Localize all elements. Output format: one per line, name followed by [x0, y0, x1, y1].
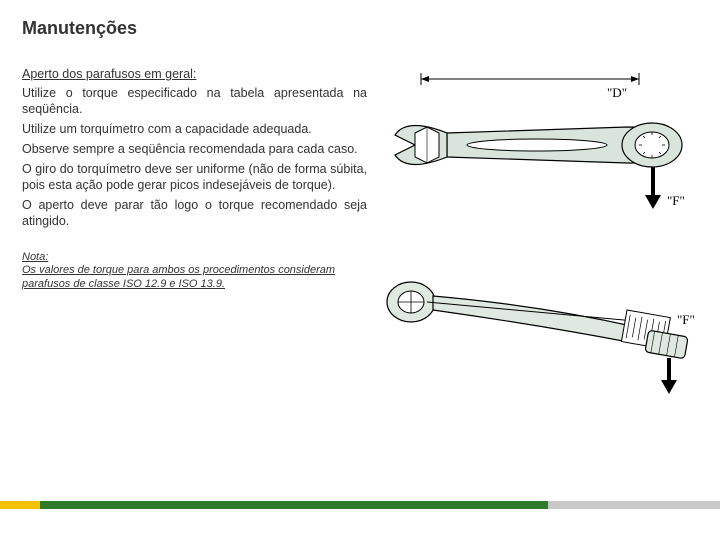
paragraph: Utilize um torquímetro com a capacidade … — [22, 121, 367, 137]
page-title: Manutenções — [0, 0, 720, 39]
wrench-diagram-icon: "D" — [377, 57, 697, 237]
footer-gray — [548, 501, 720, 509]
wrench-body-icon — [395, 123, 682, 167]
image-column: "D" — [367, 67, 700, 292]
footer-yellow — [0, 501, 40, 509]
label-d: "D" — [607, 85, 627, 100]
content-row: Aperto dos parafusos em geral: Utilize o… — [0, 39, 720, 292]
footer-green — [40, 501, 548, 509]
label-f1: "F" — [667, 193, 685, 208]
note-text: Os valores de torque para ambos os proce… — [22, 263, 367, 292]
label-f2: "F" — [677, 312, 695, 327]
section-subtitle: Aperto dos parafusos em geral: — [22, 67, 367, 81]
footer-brand-bar — [0, 498, 720, 512]
paragraph: Observe sempre a seqüência recomendada p… — [22, 141, 367, 157]
paragraph: Utilize o torque especificado na tabela … — [22, 85, 367, 117]
paragraph: O giro do torquímetro deve ser uniforme … — [22, 161, 367, 193]
torque-wrench-diagram-icon: "F" — [377, 262, 697, 412]
paragraph: O aperto deve parar tão logo o torque re… — [22, 197, 367, 229]
text-column: Aperto dos parafusos em geral: Utilize o… — [22, 67, 367, 292]
note-label: Nota: — [22, 251, 367, 263]
